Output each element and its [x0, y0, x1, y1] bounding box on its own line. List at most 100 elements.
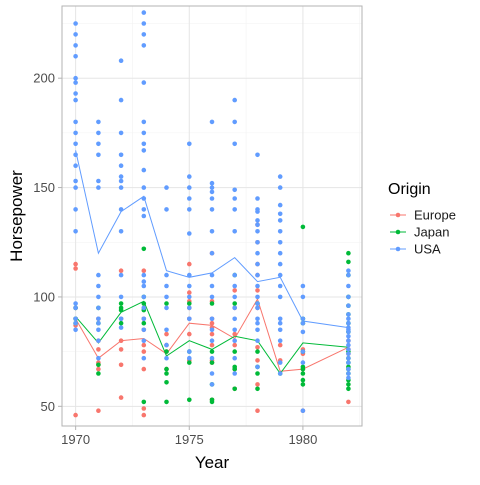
data-point-usa: [346, 371, 351, 376]
data-point-usa: [277, 218, 283, 223]
data-point-japan: [141, 301, 147, 306]
data-point-usa: [346, 294, 351, 300]
data-point-usa: [96, 272, 101, 278]
data-point-usa: [73, 32, 78, 37]
data-point-usa: [346, 303, 351, 309]
data-point-usa: [141, 327, 147, 333]
data-point-europe: [255, 408, 260, 414]
data-point-usa: [187, 305, 192, 311]
data-point-usa: [141, 148, 147, 153]
trend-line-usa: [75, 150, 349, 329]
data-point-usa: [118, 325, 124, 330]
data-point-usa: [277, 229, 283, 234]
data-point-usa: [73, 54, 78, 59]
data-point-usa: [118, 207, 124, 212]
y-axis-title: Horsepower: [7, 170, 26, 262]
data-point-usa: [96, 178, 101, 184]
data-point-usa: [187, 185, 192, 190]
data-point-usa: [96, 327, 101, 333]
data-point-europe: [277, 342, 283, 348]
data-point-usa: [346, 268, 351, 274]
data-point-usa: [232, 119, 237, 125]
data-point-usa: [187, 294, 192, 300]
data-point-europe: [255, 358, 260, 363]
data-point-europe: [164, 331, 169, 337]
data-point-usa: [232, 316, 237, 322]
data-point-usa: [73, 185, 78, 190]
data-point-usa: [187, 349, 192, 354]
data-point-usa: [277, 338, 283, 344]
data-point-usa: [232, 272, 237, 278]
data-point-usa: [255, 364, 260, 370]
trend-line-europe: [75, 297, 349, 372]
data-point-usa: [141, 213, 147, 219]
legend-key-point-japan: [395, 229, 401, 235]
data-point-japan: [255, 371, 260, 376]
data-point-europe: [96, 347, 101, 352]
legend-label-usa: USA: [414, 242, 441, 257]
data-point-usa: [232, 97, 237, 103]
data-point-usa: [346, 312, 351, 317]
data-point-usa: [232, 283, 237, 289]
data-point-europe: [232, 342, 237, 348]
data-point-usa: [209, 196, 215, 201]
legend-label-europe: Europe: [414, 208, 456, 223]
trend-lines: [75, 150, 349, 375]
data-point-usa: [277, 327, 283, 333]
data-point-japan: [300, 364, 306, 370]
data-point-usa: [164, 294, 169, 300]
data-point-europe: [209, 342, 215, 348]
data-point-japan: [300, 371, 306, 376]
data-point-europe: [209, 331, 215, 337]
data-point-usa: [209, 283, 215, 289]
data-point-japan: [346, 386, 351, 392]
data-point-usa: [73, 327, 78, 333]
data-point-europe: [73, 261, 78, 267]
x-axis-ticks: 1970 1975 1980: [61, 426, 317, 447]
data-point-japan: [300, 377, 306, 383]
data-point-usa: [118, 152, 124, 158]
y-tick-label: 150: [33, 180, 55, 195]
data-point-usa: [118, 272, 124, 278]
data-point-japan: [187, 397, 192, 403]
data-point-usa: [255, 272, 260, 278]
data-point-usa: [141, 355, 147, 361]
data-point-usa: [277, 316, 283, 322]
data-point-usa: [187, 355, 192, 361]
data-point-usa: [141, 283, 147, 289]
data-point-usa: [141, 185, 147, 190]
x-tick-label: 1970: [61, 432, 90, 447]
data-point-usa: [96, 316, 101, 322]
data-point-usa: [164, 327, 169, 333]
data-point-japan: [118, 305, 124, 311]
data-point-japan: [209, 360, 215, 365]
data-point-usa: [255, 218, 260, 223]
data-point-europe: [141, 406, 147, 411]
data-point-usa: [255, 327, 260, 333]
data-point-usa: [209, 119, 215, 125]
data-point-usa: [255, 261, 260, 267]
data-point-europe: [255, 288, 260, 293]
data-point-japan: [232, 301, 237, 306]
data-point-usa: [187, 316, 192, 322]
data-point-japan: [164, 399, 169, 405]
data-point-usa: [209, 327, 215, 333]
data-point-usa: [73, 163, 78, 168]
data-point-usa: [73, 91, 78, 96]
data-points: [73, 10, 351, 418]
data-point-japan: [300, 224, 306, 230]
panel-border: [61, 5, 363, 427]
data-point-usa: [164, 305, 169, 311]
legend: Origin Europe Japan USA: [388, 181, 456, 257]
data-point-usa: [255, 222, 260, 228]
data-point-europe: [232, 288, 237, 293]
data-point-usa: [164, 342, 169, 348]
data-point-usa: [73, 43, 78, 48]
data-point-japan: [118, 301, 124, 306]
x-tick-label: 1980: [288, 432, 317, 447]
data-point-usa: [73, 97, 78, 103]
data-point-usa: [346, 283, 351, 289]
data-point-usa: [141, 130, 147, 136]
data-point-usa: [141, 80, 147, 85]
